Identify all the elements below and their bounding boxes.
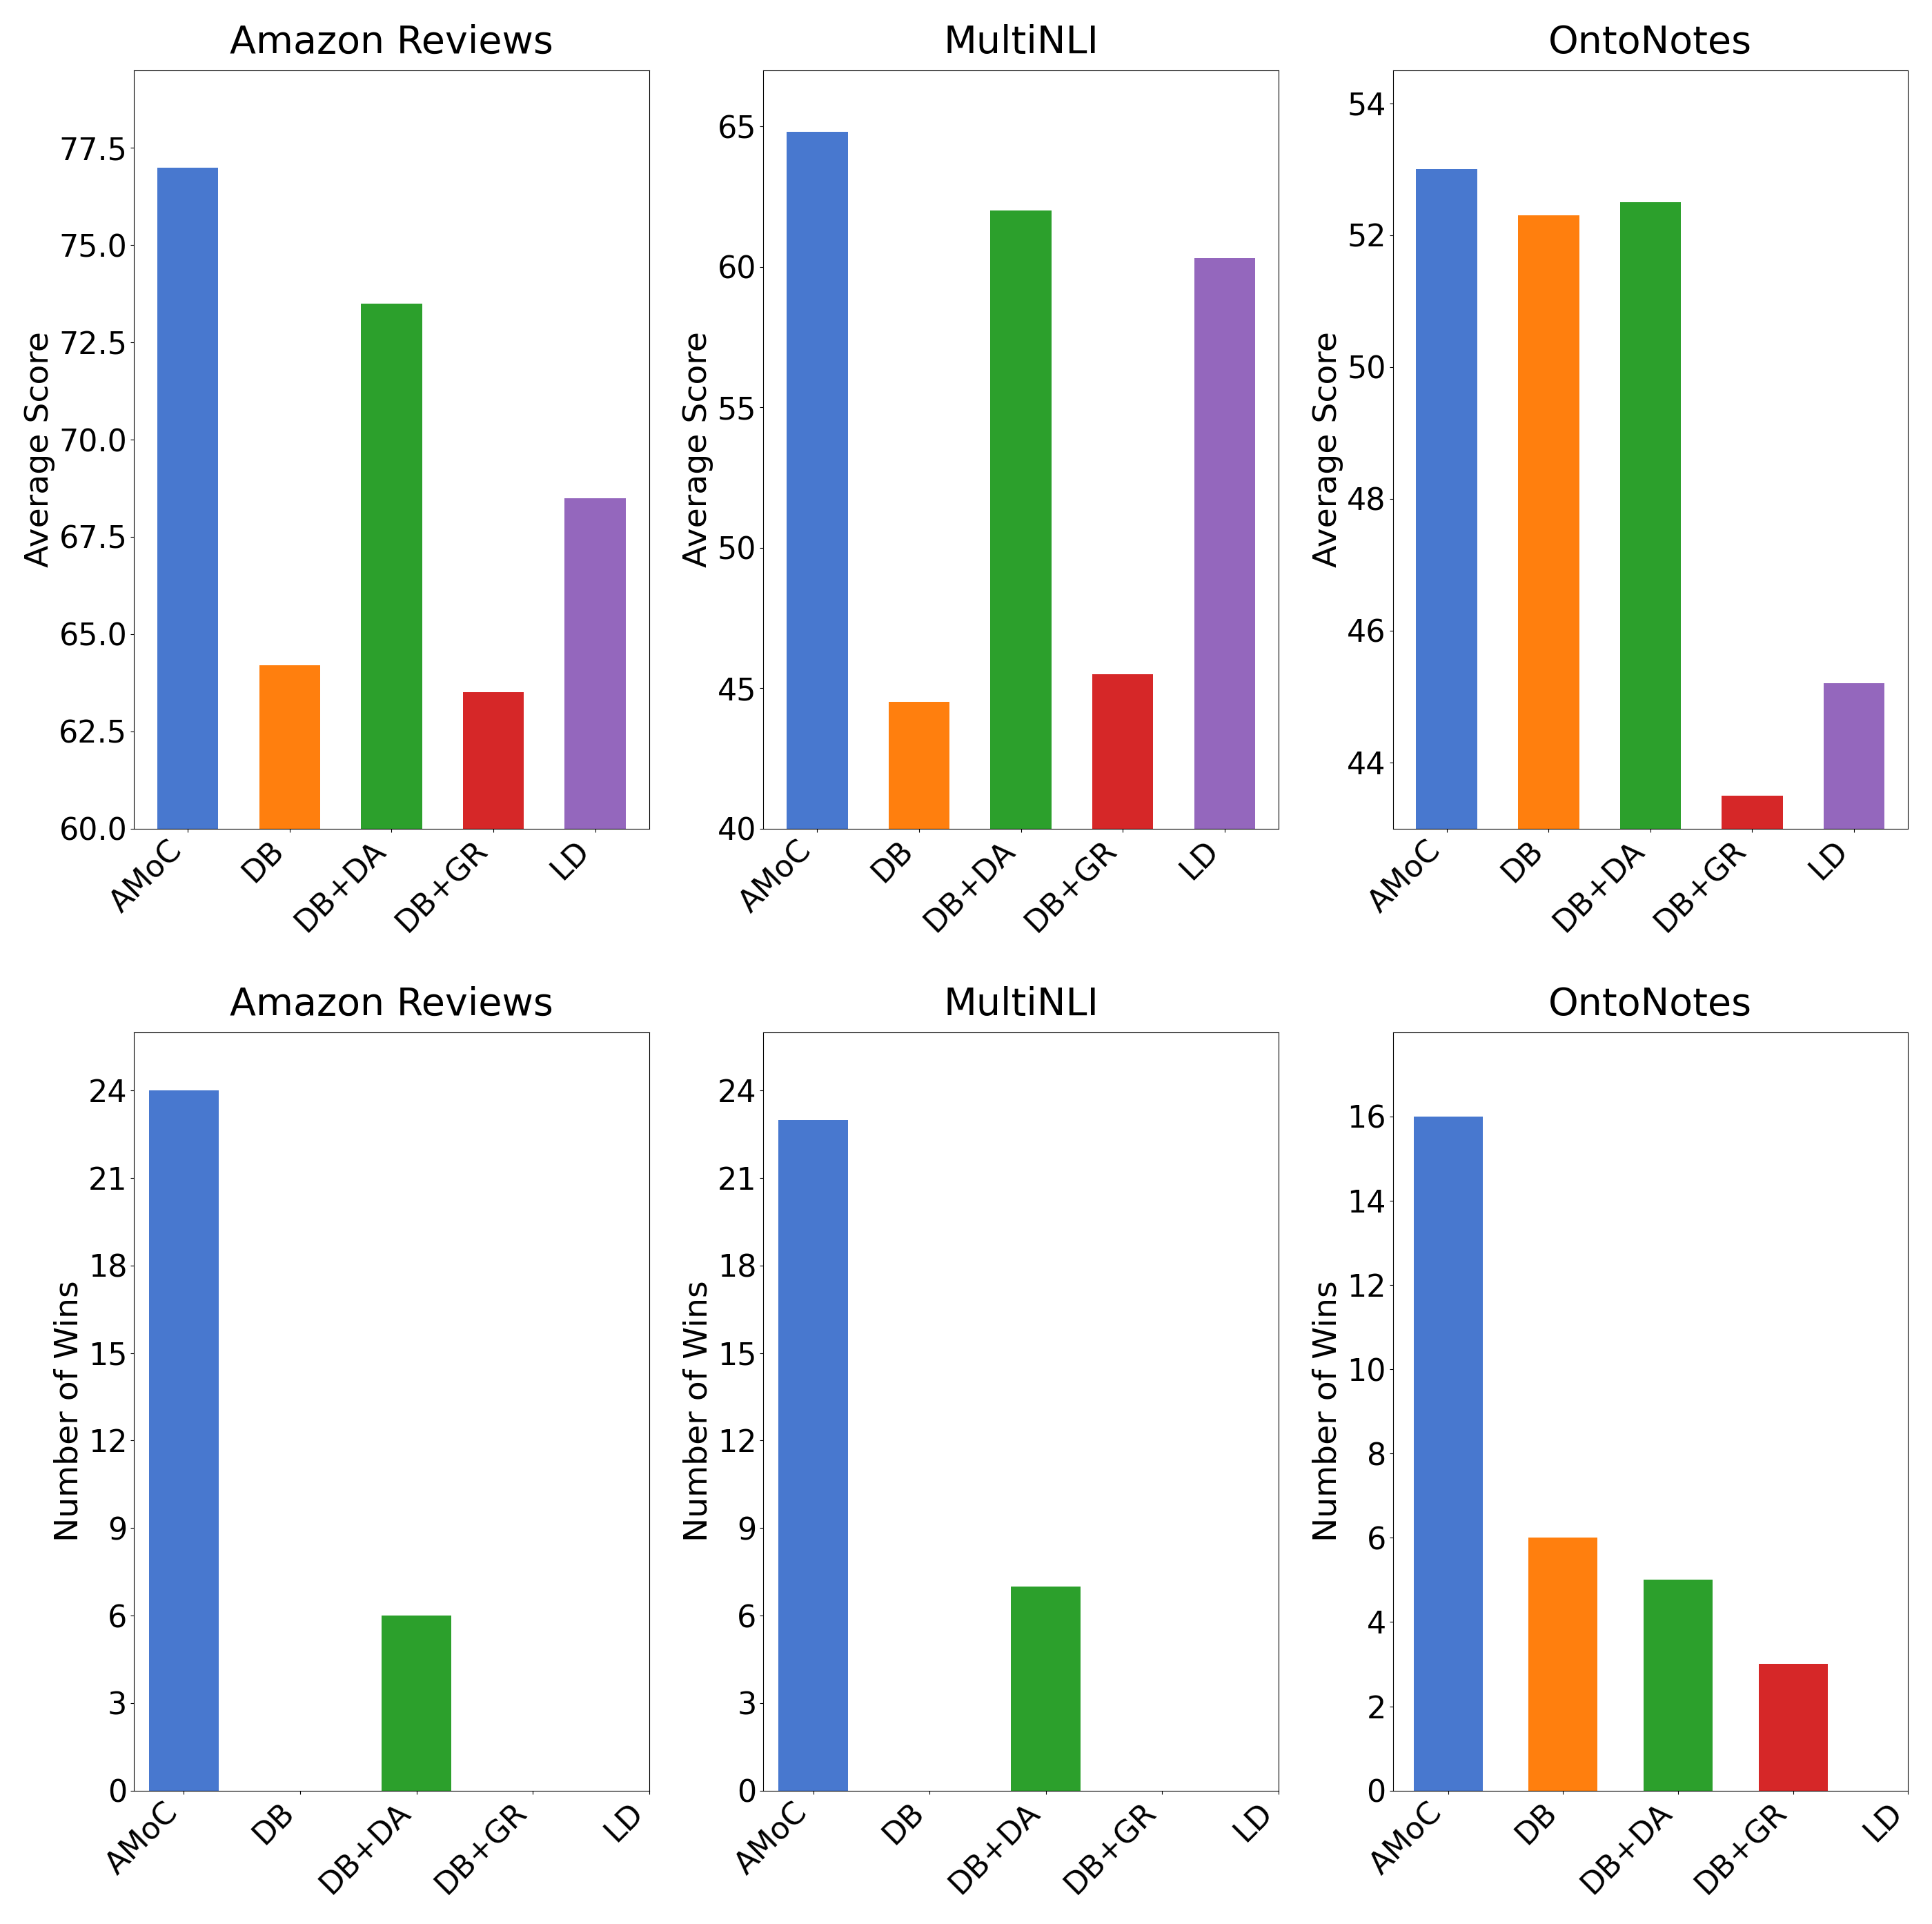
Bar: [991, 210, 1051, 1924]
Bar: [1644, 1580, 1712, 1791]
Bar: [1519, 215, 1578, 1924]
Y-axis label: Number of Wins: Number of Wins: [682, 1281, 713, 1541]
Bar: [1721, 797, 1783, 1924]
Y-axis label: Number of Wins: Number of Wins: [54, 1281, 85, 1541]
Y-axis label: Average Score: Average Score: [1312, 331, 1343, 568]
Bar: [786, 133, 848, 1924]
Title: Amazon Reviews: Amazon Reviews: [230, 23, 553, 62]
Bar: [1824, 683, 1884, 1924]
Y-axis label: Average Score: Average Score: [682, 331, 713, 568]
Bar: [779, 1120, 848, 1791]
Bar: [1414, 1116, 1482, 1791]
Bar: [156, 167, 218, 1924]
Bar: [149, 1091, 218, 1791]
Bar: [1619, 202, 1681, 1924]
Bar: [1194, 258, 1256, 1924]
Title: MultiNLI: MultiNLI: [943, 985, 1099, 1024]
Bar: [1092, 673, 1153, 1924]
Bar: [1416, 169, 1478, 1924]
Y-axis label: Average Score: Average Score: [23, 331, 54, 568]
Bar: [259, 666, 321, 1924]
Y-axis label: Number of Wins: Number of Wins: [1312, 1281, 1343, 1541]
Bar: [383, 1616, 452, 1791]
Bar: [1528, 1537, 1598, 1791]
Bar: [889, 702, 951, 1924]
Title: OntoNotes: OntoNotes: [1549, 985, 1752, 1024]
Bar: [361, 304, 421, 1924]
Bar: [464, 693, 524, 1924]
Title: MultiNLI: MultiNLI: [943, 23, 1099, 62]
Bar: [1758, 1664, 1828, 1791]
Title: OntoNotes: OntoNotes: [1549, 23, 1752, 62]
Bar: [564, 498, 626, 1924]
Title: Amazon Reviews: Amazon Reviews: [230, 985, 553, 1024]
Bar: [1010, 1587, 1080, 1791]
